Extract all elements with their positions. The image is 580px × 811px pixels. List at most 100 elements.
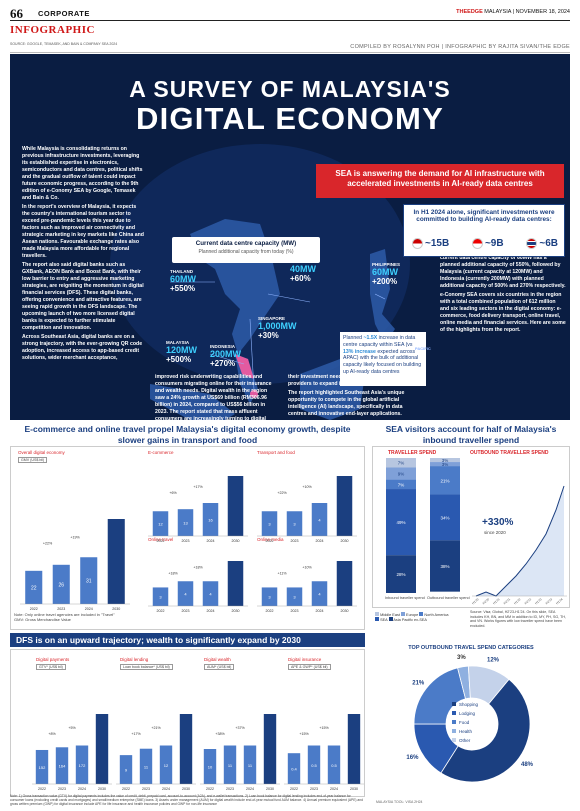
- growth-area: [476, 486, 564, 596]
- hero-title-line1: A SURVEY OF MALAYSIA'S: [129, 76, 451, 102]
- bar-value-label: 11: [144, 764, 149, 769]
- growth-annotation: +15%: [299, 732, 309, 736]
- paragraph: The report also said digital banks such …: [22, 262, 144, 332]
- dfs-sub-wealth: AUM* (US$ bil): [204, 664, 235, 670]
- legend-swatch: [452, 729, 456, 733]
- country-malaysia: MALAYSIA 120MW +500%: [166, 340, 197, 364]
- value: ~6B: [539, 238, 558, 250]
- legend-middle-east: Middle East: [375, 612, 400, 617]
- bar-value-label: 164: [59, 764, 66, 769]
- tick-label: 2030: [112, 607, 120, 611]
- legend-label: Middle East: [380, 613, 400, 617]
- tick-label: H1'23: [534, 597, 543, 605]
- h1-title: In H1 2024 alone, significant investment…: [413, 209, 555, 224]
- media-label: Online media: [257, 537, 284, 542]
- categories-title: TOP OUTBOUND TRAVEL SPEND CATEGORIES: [408, 645, 534, 651]
- bar-value-label: 152: [39, 765, 46, 770]
- value: ~9B: [484, 238, 504, 250]
- bar: [307, 745, 321, 784]
- paragraph: While Malaysia is consolidating returns …: [22, 146, 143, 202]
- tick-label: 2030: [232, 539, 240, 543]
- paragraph: improved risk underwriting capabilities …: [155, 374, 272, 420]
- legend-swatch: [452, 711, 456, 715]
- pie-value-label: 16%: [406, 755, 419, 761]
- tick-label: 2022: [38, 787, 46, 791]
- legend-label: North America: [424, 613, 449, 617]
- dfs-label-wealth: Digital wealth: [204, 657, 231, 662]
- bar: [202, 581, 219, 606]
- categories-footer: MALAYSIA TOOL: VISA 2H24: [376, 800, 423, 804]
- growth-annotation: +21%: [151, 726, 161, 730]
- growth-annotation: +5%: [68, 726, 76, 730]
- tick-label: 2023: [226, 787, 234, 791]
- tick-label: 2022: [206, 787, 214, 791]
- tick-label: 2023: [291, 539, 299, 543]
- growth-annotation: +15%: [319, 726, 329, 730]
- tick-label: H1'24: [555, 597, 564, 605]
- overall-sub: GMV (US$ bil): [18, 457, 48, 463]
- stack-segment: [430, 462, 460, 467]
- tick-label: 2024: [316, 609, 324, 613]
- bar-value-label: 11: [228, 763, 233, 768]
- growth-annotation: +18%: [193, 566, 203, 570]
- visitors-panel: [372, 446, 570, 608]
- bar: [347, 714, 361, 784]
- segment-label: 3%: [442, 458, 449, 463]
- stack-segment: [386, 555, 416, 593]
- divider: [10, 52, 570, 53]
- paragraph: In the report's overview of Malaysia, it…: [22, 204, 144, 260]
- legend-swatch: [400, 612, 405, 616]
- stack-segment: [430, 540, 460, 592]
- bar: [35, 749, 49, 784]
- transport-label: Transport and food: [257, 450, 295, 455]
- bar: [336, 561, 353, 606]
- bar-value-label: 3: [293, 522, 296, 527]
- tick-label: H1'20: [471, 597, 480, 605]
- legend-label: Other: [459, 738, 471, 743]
- tick-label: 2024: [330, 787, 338, 791]
- growth-sub: since 2020: [484, 530, 506, 535]
- edge-masthead: THEEDGE MALAYSIA | NOVEMBER 18, 2024: [456, 9, 570, 15]
- growth-value: +330%: [482, 517, 514, 528]
- paragraph: The report highlighted Southeast Asia's …: [288, 390, 405, 418]
- country-name: MALAYSIA: [166, 340, 190, 345]
- bar: [119, 755, 133, 784]
- body-column-1: While Malaysia is consolidating returns …: [22, 146, 144, 364]
- legend-swatch: [452, 720, 456, 724]
- tick-label: 2030: [341, 609, 349, 613]
- body-column-2: improved risk underwriting capabilities …: [155, 374, 278, 420]
- paragraph: Across Southeast Asia, digital banks are…: [22, 334, 143, 362]
- legend-label: Health: [459, 729, 473, 734]
- traveller-spend-label: TRAVELLER SPEND: [388, 450, 437, 456]
- visa-source: Source: Visa; Global, H2'23-H1'24. On th…: [470, 610, 566, 629]
- segment-label: 49%: [396, 520, 405, 525]
- bar-value-label: 4: [184, 592, 187, 597]
- bar-value-label: 9: [125, 768, 128, 773]
- tick-label: 2023: [57, 607, 65, 611]
- bar: [223, 745, 237, 784]
- segment-label: 28%: [396, 572, 405, 577]
- tick-label: 2030: [341, 539, 349, 543]
- hero-title-line2: DIGITAL ECONOMY: [136, 101, 444, 136]
- bar: [75, 745, 89, 784]
- bar: [261, 587, 278, 606]
- bar-value-label: 3: [159, 595, 162, 600]
- tick-label: 2024: [207, 609, 215, 613]
- bar-value-label: 10: [208, 765, 213, 770]
- pie-value-label: 21%: [412, 680, 425, 686]
- top-bar: 66 CORPORATE THEEDGE MALAYSIA | NOVEMBER…: [10, 6, 570, 21]
- ecommerce-title: E-commerce and online travel propel Mala…: [24, 424, 351, 445]
- tick-label: 2030: [98, 787, 106, 791]
- stack-segment: [386, 458, 416, 468]
- bar-value-label: 31: [86, 579, 92, 585]
- outbound-spend-label: OUTBOUND TRAVELLER SPEND: [470, 450, 549, 456]
- dfs-panel: [10, 649, 365, 797]
- bar: [243, 745, 257, 784]
- country-mw: 40MW: [290, 264, 317, 274]
- legend-europe: Europe: [400, 612, 418, 617]
- bar: [177, 509, 194, 536]
- bar: [80, 557, 98, 604]
- capacity-title: Current data centre capacity (MW): [195, 240, 297, 247]
- legend-swatch: [452, 738, 456, 742]
- tick-label: 2022: [30, 607, 38, 611]
